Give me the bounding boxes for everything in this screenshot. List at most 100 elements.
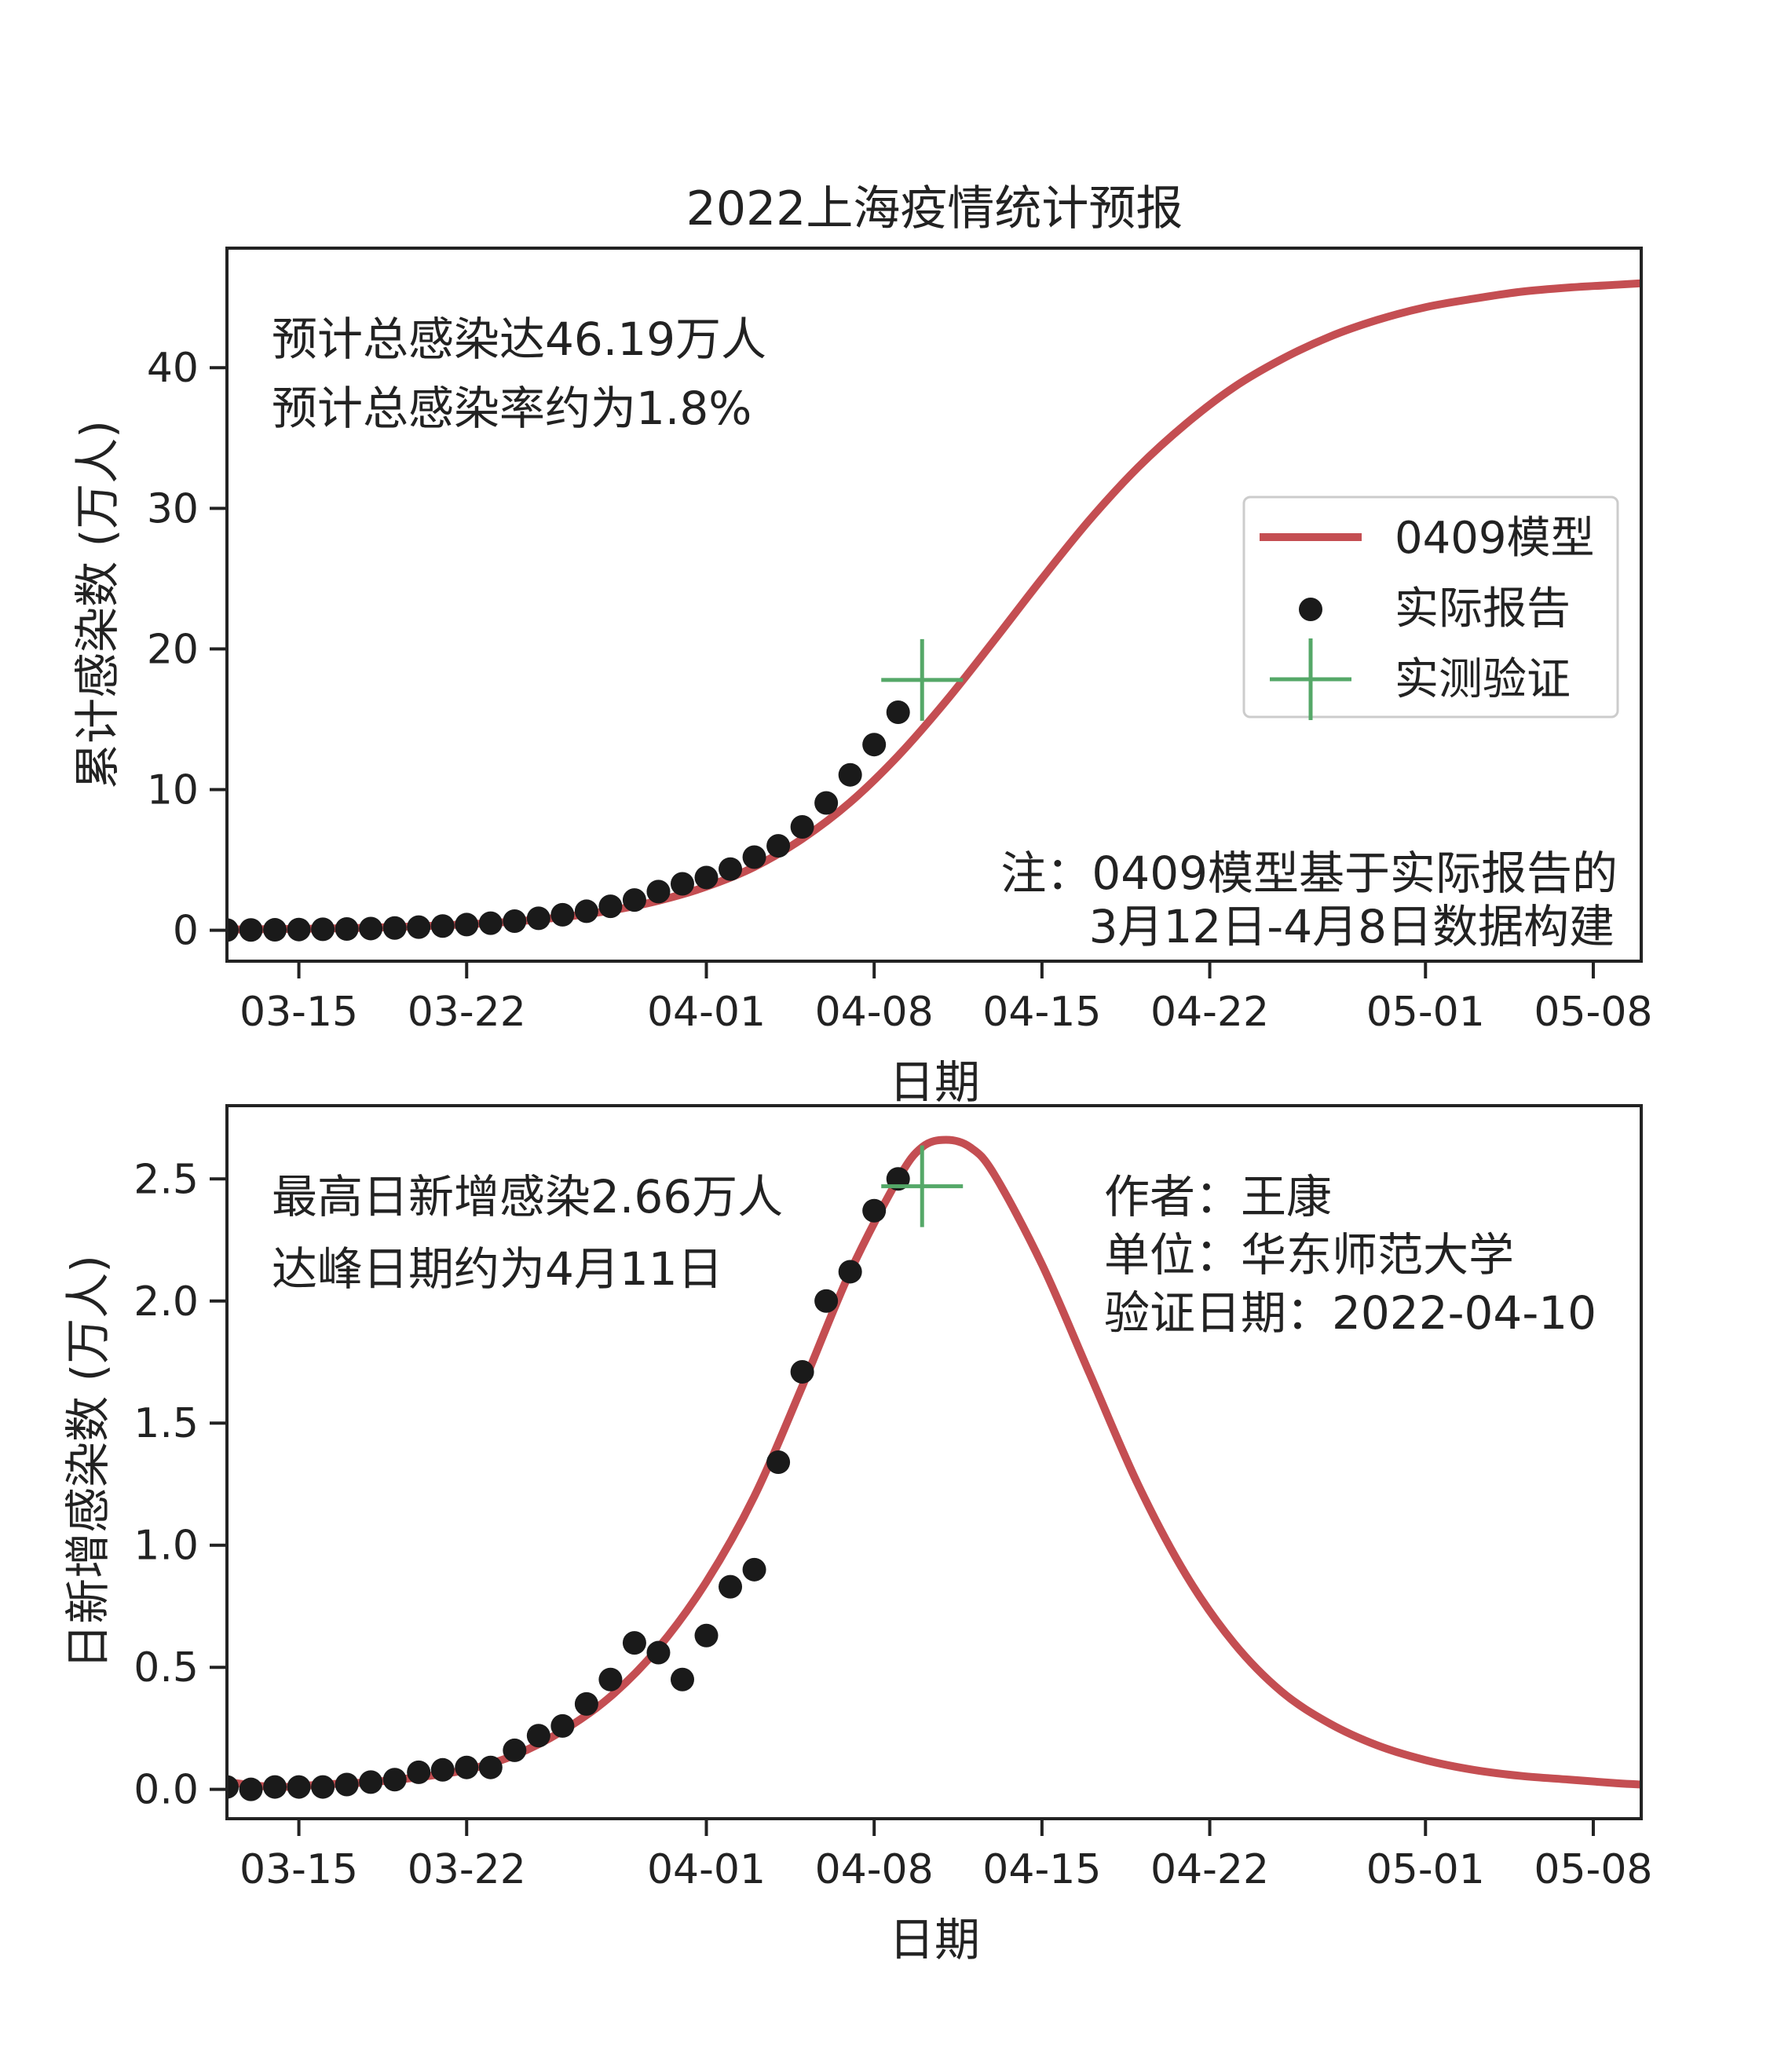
bottom-actual-point bbox=[719, 1574, 743, 1599]
top-actual-point bbox=[622, 888, 646, 912]
top-actual-point bbox=[526, 906, 550, 931]
top-y-axis-label: 累计感染数 (万人) bbox=[71, 420, 124, 789]
top-x-tick-label: 04-01 bbox=[647, 989, 766, 1036]
top-actual-point bbox=[430, 914, 455, 938]
peak-value-text: 最高日新增感染2.66万人 bbox=[272, 1170, 783, 1223]
top-actual-point bbox=[719, 857, 743, 881]
top-y-tick-label: 30 bbox=[147, 485, 199, 532]
bottom-actual-point bbox=[766, 1450, 791, 1474]
bottom-x-tick-label: 04-22 bbox=[1150, 1846, 1269, 1893]
bottom-y-tick-label: 0.5 bbox=[133, 1644, 199, 1691]
bottom-y-axis-label: 日新增感染数 (万人) bbox=[61, 1255, 115, 1669]
legend-actual-label: 实际报告 bbox=[1395, 583, 1571, 635]
bottom-actual-point bbox=[478, 1755, 503, 1779]
top-actual-point bbox=[838, 763, 862, 787]
chart-title: 2022上海疫情统计预报 bbox=[686, 181, 1183, 236]
bottom-actual-point bbox=[263, 1775, 287, 1799]
top-actual-point bbox=[574, 899, 598, 923]
bottom-actual-point bbox=[227, 1775, 239, 1799]
bottom-x-tick-label: 04-08 bbox=[815, 1846, 934, 1893]
top-actual-point bbox=[550, 902, 575, 927]
bottom-actual-point bbox=[503, 1738, 527, 1762]
top-actual-point bbox=[382, 916, 407, 940]
bottom-y-tick-label: 2.0 bbox=[133, 1278, 199, 1326]
top-actual-point bbox=[239, 918, 263, 942]
bottom-actual-point bbox=[598, 1667, 623, 1691]
top-x-tick-label: 04-22 bbox=[1150, 989, 1269, 1036]
bottom-actual-point bbox=[550, 1713, 575, 1738]
bottom-actual-point bbox=[335, 1772, 359, 1797]
bottom-actual-point bbox=[430, 1757, 455, 1782]
top-actual-point bbox=[814, 791, 839, 815]
top-x-axis-label: 日期 bbox=[889, 1055, 980, 1109]
top-actual-point bbox=[598, 894, 623, 919]
top-actual-point bbox=[742, 845, 766, 869]
top-actual-point bbox=[478, 911, 503, 935]
bottom-actual-point bbox=[862, 1198, 887, 1223]
bottom-axes-frame bbox=[225, 1104, 1643, 1820]
bottom-actual-point bbox=[838, 1260, 862, 1284]
top-plot-area bbox=[227, 279, 1641, 942]
top-actual-point bbox=[311, 917, 335, 942]
bottom-actual-point bbox=[287, 1775, 311, 1799]
top-x-tick-label: 05-01 bbox=[1366, 989, 1485, 1036]
bottom-actual-point bbox=[814, 1289, 839, 1313]
bottom-actual-point bbox=[359, 1770, 383, 1794]
top-x-tick-label: 05-08 bbox=[1534, 989, 1652, 1036]
top-y-tick-label: 40 bbox=[147, 345, 199, 392]
top-x-tick-label: 03-22 bbox=[408, 989, 526, 1036]
bottom-actual-point bbox=[574, 1691, 598, 1716]
top-actual-point bbox=[407, 915, 431, 939]
top-actual-point bbox=[694, 865, 719, 890]
top-actual-point bbox=[862, 733, 887, 757]
bottom-x-tick-label: 05-08 bbox=[1534, 1846, 1652, 1893]
top-actual-point bbox=[287, 917, 311, 942]
bottom-actual-point bbox=[694, 1623, 719, 1648]
legend-model-label: 0409模型 bbox=[1395, 513, 1595, 564]
top-y-tick-label: 20 bbox=[147, 626, 199, 673]
bottom-x-tick-label: 03-15 bbox=[240, 1846, 358, 1893]
top-actual-point bbox=[646, 880, 671, 904]
affiliation-text: 单位：华东师范大学 bbox=[1104, 1228, 1514, 1282]
bottom-actual-point bbox=[790, 1359, 814, 1384]
top-axes-frame bbox=[225, 247, 1643, 963]
bottom-ticks: 03-15 03-22 04-01 04-08 04-15 04-22 05-01 05-08… bbox=[133, 1156, 1652, 1893]
top-y-tick-label: 10 bbox=[147, 767, 199, 814]
bottom-actual-point bbox=[311, 1775, 335, 1799]
bottom-x-tick-label: 04-01 bbox=[647, 1846, 766, 1893]
bottom-actual-point bbox=[382, 1768, 407, 1792]
top-x-tick-label: 04-15 bbox=[982, 989, 1101, 1036]
bottom-actual-point bbox=[526, 1724, 550, 1748]
bottom-actual-point bbox=[622, 1631, 646, 1655]
legend-actual-dot-icon bbox=[1299, 598, 1322, 621]
total-infection-text: 预计总感染达46.19万人 bbox=[272, 313, 766, 366]
bottom-actual-point bbox=[742, 1557, 766, 1582]
bottom-y-tick-label: 0.0 bbox=[133, 1767, 199, 1814]
peak-date-text: 达峰日期约为4月11日 bbox=[272, 1242, 723, 1296]
top-actual-point bbox=[335, 916, 359, 941]
verify-date-text: 验证日期：2022-04-10 bbox=[1104, 1286, 1596, 1340]
bottom-y-tick-label: 1.5 bbox=[133, 1400, 199, 1447]
bottom-actual-point bbox=[670, 1667, 694, 1691]
bottom-y-tick-label: 1.0 bbox=[133, 1523, 199, 1570]
legend-verify-label: 实测验证 bbox=[1395, 654, 1571, 705]
bottom-x-tick-label: 04-15 bbox=[982, 1846, 1101, 1893]
bottom-actual-point bbox=[239, 1777, 263, 1801]
top-actual-point bbox=[227, 918, 239, 942]
model-note-line1: 注：0409模型基于实际报告的 bbox=[1000, 847, 1618, 900]
top-actual-point bbox=[766, 834, 791, 858]
bottom-x-tick-label: 05-01 bbox=[1366, 1846, 1485, 1893]
legend: 0409模型 实际报告 实测验证 bbox=[1242, 496, 1619, 720]
model-note-line2: 3月12日-4月8日数据构建 bbox=[1089, 900, 1615, 953]
bottom-actual-point bbox=[646, 1640, 671, 1665]
author-text: 作者：王康 bbox=[1104, 1170, 1332, 1223]
top-panel: 03-15 03-22 04-01 04-08 04-15 04-22 05-01 05-08… bbox=[71, 247, 1653, 1109]
legend-box bbox=[1242, 496, 1619, 719]
bottom-y-tick-label: 2.5 bbox=[133, 1156, 199, 1203]
top-actual-point bbox=[455, 912, 479, 937]
bottom-panel: 03-15 03-22 04-01 04-08 04-15 04-22 05-01 05-08… bbox=[61, 1104, 1653, 1966]
top-x-tick-label: 03-15 bbox=[240, 989, 358, 1036]
top-actual-point bbox=[790, 814, 814, 839]
top-actual-point bbox=[503, 909, 527, 933]
